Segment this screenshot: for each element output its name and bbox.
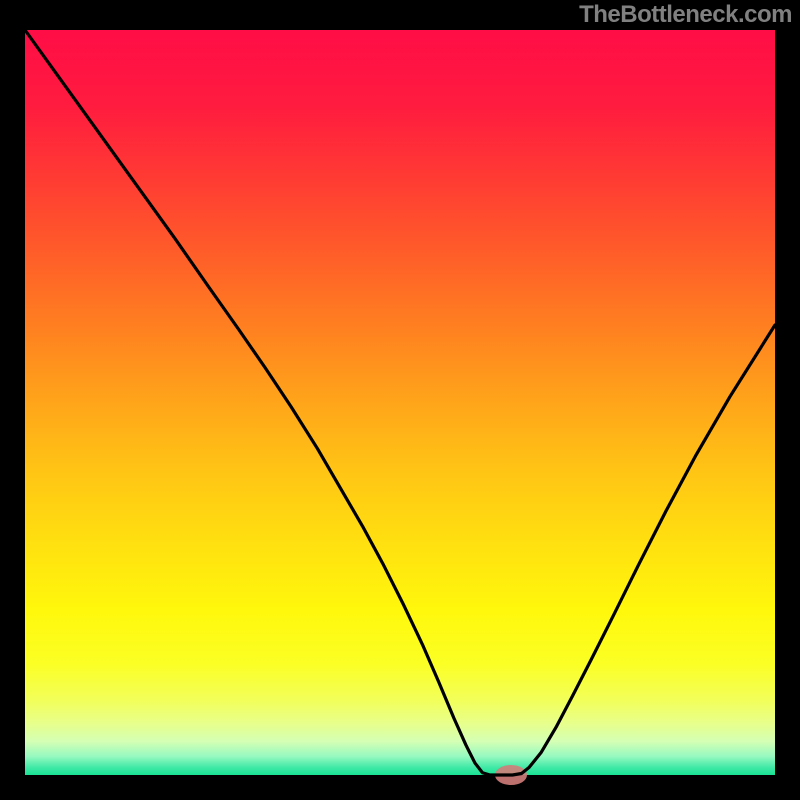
bottleneck-curve-chart xyxy=(0,0,800,800)
chart-frame: TheBottleneck.com xyxy=(0,0,800,800)
chart-background xyxy=(25,30,775,775)
